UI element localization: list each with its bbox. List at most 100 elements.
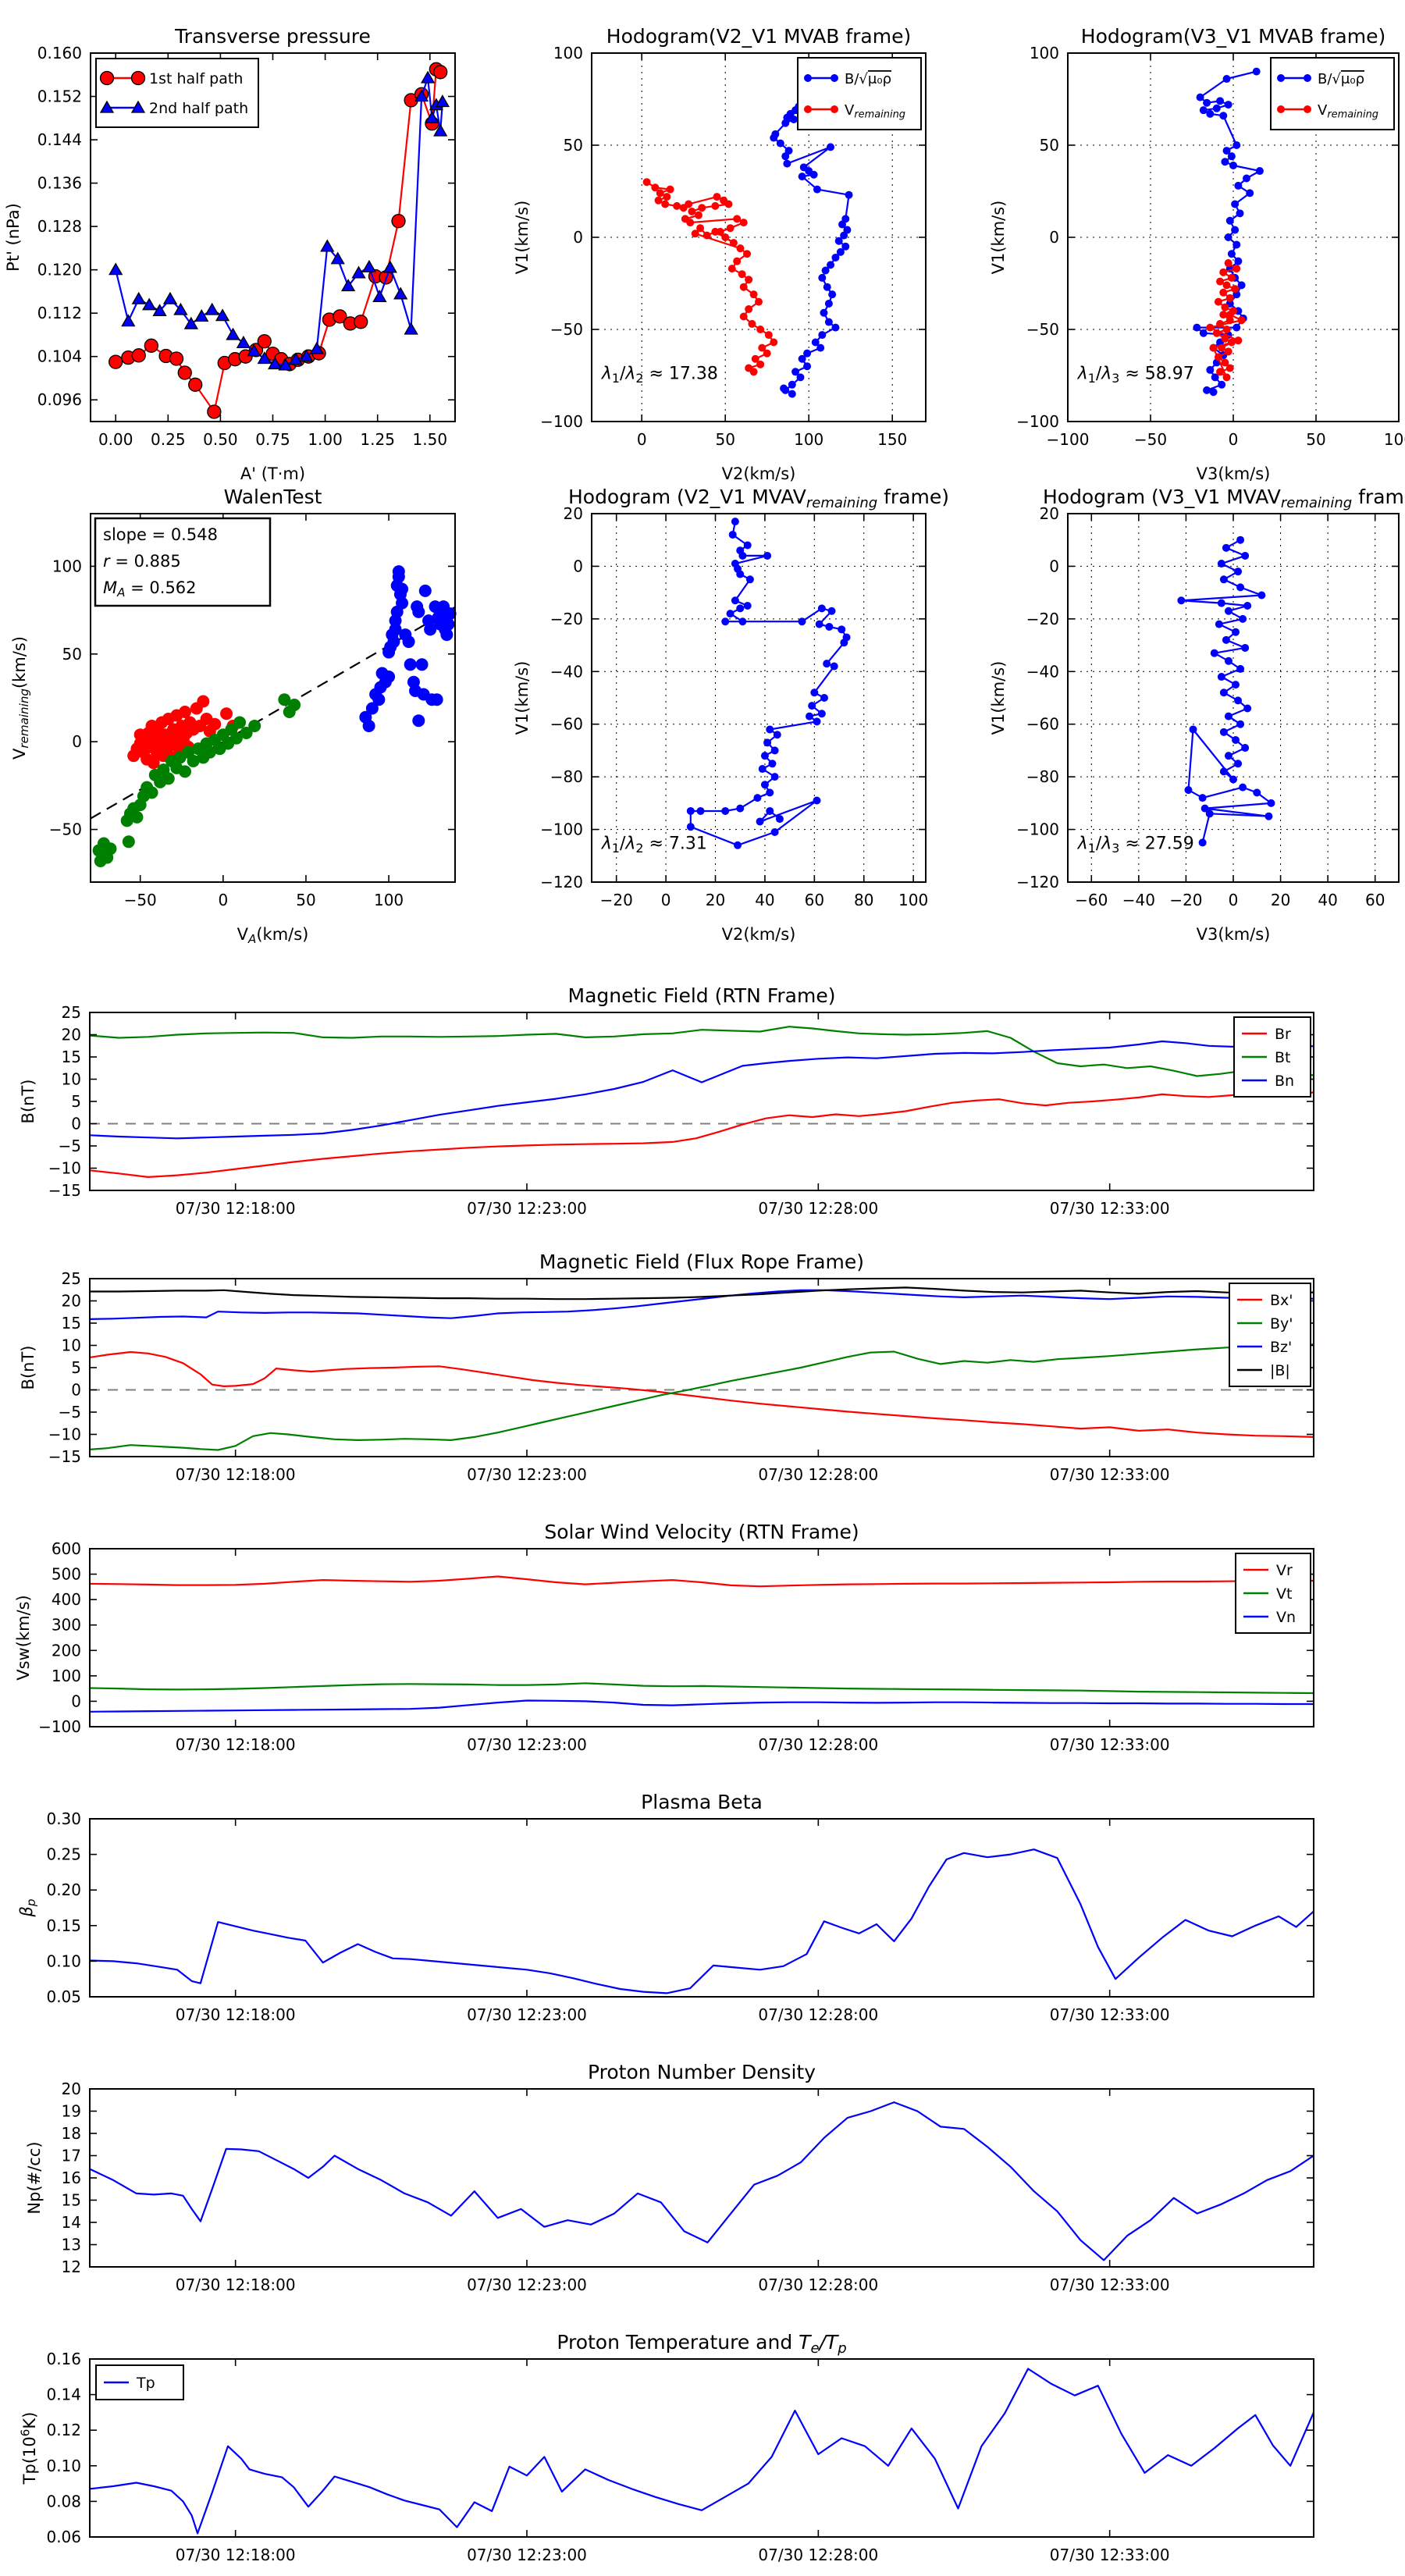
chart-walen-test: −50 0 50 100 −50 0 50 100 WalenTest VA(km/s) Vrema… <box>10 486 457 946</box>
svg-text:25: 25 <box>62 1269 81 1288</box>
svg-text:07/30 12:23:00: 07/30 12:23:00 <box>467 1199 587 1218</box>
svg-text:07/30 12:28:00: 07/30 12:28:00 <box>758 2546 878 2564</box>
svg-text:−5: −5 <box>59 1403 81 1421</box>
svg-text:0.30: 0.30 <box>46 1809 81 1828</box>
svg-text:−60: −60 <box>550 715 583 734</box>
svg-text:100: 100 <box>898 891 928 909</box>
svg-text:Tp(106K): Tp(106K) <box>18 2412 39 2485</box>
svg-text:20: 20 <box>62 2080 81 2098</box>
svg-text:40: 40 <box>1318 891 1337 909</box>
svg-text:200: 200 <box>52 1641 81 1660</box>
svg-text:20: 20 <box>62 1292 81 1311</box>
svg-text:V1(km/s): V1(km/s) <box>989 661 1008 735</box>
svg-text:−100: −100 <box>1047 430 1090 449</box>
svg-text:50: 50 <box>1306 430 1325 449</box>
svg-text:slope = 0.548: slope = 0.548 <box>103 525 218 544</box>
svg-text:−100: −100 <box>540 412 583 431</box>
svg-text:50: 50 <box>62 645 82 664</box>
svg-text:100: 100 <box>1384 430 1405 449</box>
svg-text:0.14: 0.14 <box>46 2386 81 2404</box>
svg-text:07/30 12:33:00: 07/30 12:33:00 <box>1050 1465 1170 1484</box>
svg-text:−50: −50 <box>49 820 82 839</box>
svg-text:B(nT): B(nT) <box>19 1080 37 1124</box>
svg-text:0.096: 0.096 <box>37 390 82 409</box>
svg-text:0.16: 0.16 <box>46 2350 81 2368</box>
svg-text:−100: −100 <box>38 1717 81 1736</box>
svg-text:0: 0 <box>71 1692 81 1710</box>
svg-text:600: 600 <box>52 1539 81 1558</box>
svg-text:15: 15 <box>62 1314 81 1332</box>
svg-text:Pt' (nPa): Pt' (nPa) <box>4 203 23 272</box>
svg-text:0: 0 <box>1049 557 1059 575</box>
svg-text:Vremaining: Vremaining <box>1318 102 1378 121</box>
svg-text:25: 25 <box>62 1003 81 1022</box>
svg-text:A' (T·m): A' (T·m) <box>240 464 305 483</box>
svg-text:07/30 12:23:00: 07/30 12:23:00 <box>467 2275 587 2294</box>
svg-text:20: 20 <box>706 891 725 909</box>
svg-text:20: 20 <box>62 1026 81 1044</box>
svg-text:WalenTest: WalenTest <box>224 486 322 508</box>
svg-text:V1(km/s): V1(km/s) <box>513 661 532 735</box>
svg-text:300: 300 <box>52 1616 81 1635</box>
svg-text:Bt: Bt <box>1275 1049 1290 1066</box>
svg-text:Vt: Vt <box>1276 1585 1292 1603</box>
svg-text:Bn: Bn <box>1275 1073 1294 1090</box>
svg-text:βp: βp <box>17 1899 38 1918</box>
svg-text:−100: −100 <box>1016 412 1059 431</box>
svg-text:07/30 12:33:00: 07/30 12:33:00 <box>1050 1735 1170 1754</box>
svg-text:Np(#/cc): Np(#/cc) <box>25 2141 44 2214</box>
svg-text:VA(km/s): VA(km/s) <box>237 925 309 946</box>
chart-proton-number-density: 07/30 12:18:00 07/30 12:23:00 07/30 12:28:… <box>25 2061 1314 2294</box>
svg-text:20: 20 <box>1271 891 1290 909</box>
svg-text:1.25: 1.25 <box>360 430 395 449</box>
svg-text:07/30 12:18:00: 07/30 12:18:00 <box>176 1199 296 1218</box>
svg-text:V3(km/s): V3(km/s) <box>1197 925 1271 944</box>
svg-text:0: 0 <box>1049 228 1059 247</box>
svg-text:Transverse pressure: Transverse pressure <box>174 25 371 48</box>
svg-text:500: 500 <box>52 1565 81 1584</box>
svg-text:r = 0.885: r = 0.885 <box>103 552 181 571</box>
svg-text:0.15: 0.15 <box>46 1916 81 1935</box>
svg-text:0: 0 <box>71 1381 81 1400</box>
svg-text:−10: −10 <box>48 1425 81 1444</box>
svg-text:Proton Temperature and Te/Tp: Proton Temperature and Te/Tp <box>557 2331 846 2357</box>
svg-text:V1(km/s): V1(km/s) <box>513 201 532 275</box>
svg-text:λ1/λ3 ≈ 58.97: λ1/λ3 ≈ 58.97 <box>1077 365 1194 386</box>
svg-text:07/30 12:33:00: 07/30 12:33:00 <box>1050 2546 1170 2564</box>
svg-text:Magnetic Field (Flux Rope Fram: Magnetic Field (Flux Rope Frame) <box>539 1251 864 1273</box>
svg-text:|B|: |B| <box>1270 1362 1290 1379</box>
svg-text:07/30 12:23:00: 07/30 12:23:00 <box>467 2005 587 2024</box>
svg-text:07/30 12:28:00: 07/30 12:28:00 <box>758 1465 878 1484</box>
svg-text:07/30 12:23:00: 07/30 12:23:00 <box>467 1735 587 1754</box>
svg-text:07/30 12:28:00: 07/30 12:28:00 <box>758 1199 878 1218</box>
svg-text:100: 100 <box>52 1667 81 1685</box>
svg-text:Plasma Beta: Plasma Beta <box>641 1791 763 1813</box>
svg-text:Solar Wind Velocity (RTN Frame: Solar Wind Velocity (RTN Frame) <box>544 1521 859 1543</box>
chart-magnetic-field-fluxrope: 07/30 12:18:00 07/30 12:23:00 07/30 12:28:… <box>19 1251 1314 1484</box>
svg-text:0.10: 0.10 <box>46 2457 81 2475</box>
svg-text:80: 80 <box>854 891 873 909</box>
svg-text:15: 15 <box>62 1048 81 1066</box>
svg-text:0: 0 <box>218 891 228 909</box>
svg-text:V2(km/s): V2(km/s) <box>722 464 796 483</box>
svg-text:Hodogram(V2_V1 MVAB frame): Hodogram(V2_V1 MVAB frame) <box>606 25 911 48</box>
svg-text:07/30 12:28:00: 07/30 12:28:00 <box>758 2005 878 2024</box>
svg-text:−15: −15 <box>48 1447 81 1466</box>
svg-text:0.06: 0.06 <box>46 2528 81 2546</box>
svg-text:07/30 12:23:00: 07/30 12:23:00 <box>467 2546 587 2564</box>
svg-text:−60: −60 <box>1075 891 1108 909</box>
svg-text:100: 100 <box>553 44 583 62</box>
svg-text:0: 0 <box>1229 430 1239 449</box>
svg-text:07/30 12:18:00: 07/30 12:18:00 <box>176 2275 296 2294</box>
svg-text:60: 60 <box>1365 891 1385 909</box>
svg-text:0.08: 0.08 <box>46 2492 81 2510</box>
svg-text:18: 18 <box>62 2124 81 2143</box>
svg-text:λ1/λ2 ≈ 17.38: λ1/λ2 ≈ 17.38 <box>601 365 718 386</box>
svg-text:Tp: Tp <box>136 2375 155 2392</box>
svg-text:07/30 12:33:00: 07/30 12:33:00 <box>1050 1199 1170 1218</box>
svg-text:0.75: 0.75 <box>255 430 290 449</box>
svg-text:07/30 12:18:00: 07/30 12:18:00 <box>176 2005 296 2024</box>
svg-text:−80: −80 <box>1026 767 1059 786</box>
svg-text:0.112: 0.112 <box>37 304 82 322</box>
svg-text:−120: −120 <box>1016 873 1059 891</box>
